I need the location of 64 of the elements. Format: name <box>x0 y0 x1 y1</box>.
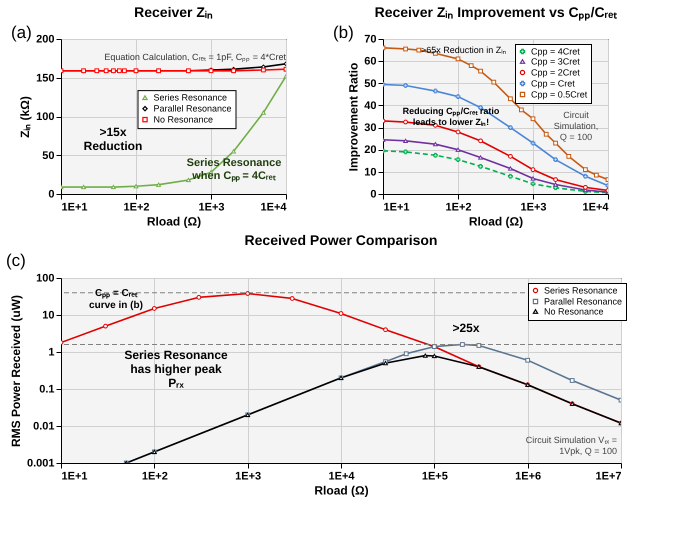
y-tick-label: 0.1 <box>39 384 54 396</box>
legend-label: Parallel Resonance <box>544 296 622 306</box>
x-tick-label: 1E+1 <box>384 202 410 214</box>
y-tick-label: 0 <box>370 188 376 200</box>
y-tick-label: 1 <box>48 346 54 358</box>
y-tick-label: 0 <box>48 188 54 200</box>
y-tick-label: 40 <box>364 100 376 112</box>
x-tick-label: 1E+5 <box>422 470 448 482</box>
y-tick-label: 100 <box>36 111 54 123</box>
annotation: Equation Calculation, Cᵣₑₜ = 1pF, Cₚₚ = 4*Cret <box>104 52 286 63</box>
y-tick-label: 50 <box>42 150 54 162</box>
x-tick-label: 1E+6 <box>515 470 542 482</box>
y-tick-label: 150 <box>36 72 54 84</box>
text: (b) <box>333 23 354 42</box>
legend-label: Cpp = 2Cret <box>531 68 580 78</box>
legend-label: Cpp = 0.5Cret <box>531 90 588 100</box>
y-axis-title: Improvement Ratio <box>346 62 360 172</box>
x-tick-label: 1E+3 <box>520 202 546 214</box>
x-axis-title: Rload (Ω) <box>146 214 202 228</box>
x-axis-title: Rload (Ω) <box>468 214 524 228</box>
x-tick-label: 1E+7 <box>596 470 622 482</box>
legend-label: Series Resonance <box>154 92 228 103</box>
legend-label: Series Resonance <box>544 286 618 296</box>
x-tick-label: 1E+3 <box>235 470 262 482</box>
y-axis-title: RMS Power Received (uW) <box>8 294 23 448</box>
x-tick-label: 1E+4 <box>328 470 356 482</box>
legend-label: No Resonance <box>154 114 214 125</box>
text: (a) <box>11 23 32 42</box>
y-tick-label: 10 <box>42 310 54 322</box>
x-axis-title: Rload (Ω) <box>314 484 369 498</box>
legend-label: Parallel Resonance <box>154 104 232 114</box>
y-tick-label: 60 <box>364 56 376 68</box>
y-tick-label: 30 <box>364 122 376 134</box>
y-tick-label: 0.001 <box>26 458 54 470</box>
chart-title: Receiver Zᵢₙ Improvement vs Cₚₚ/Cᵣₑₜ <box>374 4 618 21</box>
chart-title: Receiver Zᵢₙ <box>134 4 213 20</box>
legend-label: Cpp = Cret <box>531 78 576 88</box>
y-axis-title: Zᵢₙ (kΩ) <box>18 96 32 138</box>
y-tick-label: 50 <box>364 78 376 90</box>
x-tick-label: 1E+4 <box>582 202 610 214</box>
x-tick-label: 1E+1 <box>62 470 88 482</box>
x-tick-label: 1E+3 <box>198 202 224 214</box>
annotation: >25x <box>452 321 480 335</box>
annotation: Circuit Simulation, Q = 100 <box>554 110 598 142</box>
x-tick-label: 1E+4 <box>260 202 288 214</box>
x-tick-label: 1E+1 <box>62 202 88 214</box>
legend-label: Cpp = 3Cret <box>531 56 580 66</box>
y-tick-label: 20 <box>364 144 376 156</box>
x-tick-label: 1E+2 <box>142 470 168 482</box>
annotation: Circuit Simulation Vₜₓ = 1Vpk, Q = 100 <box>526 435 617 456</box>
annotation: >15x Reduction <box>84 125 142 153</box>
y-tick-label: 10 <box>364 166 376 178</box>
y-tick-label: 200 <box>36 34 54 46</box>
x-tick-label: 1E+2 <box>124 202 150 214</box>
annotation: Cₚₚ = Cᵣₑₜ curve in (b) <box>89 288 143 311</box>
text: (c) <box>6 251 26 270</box>
y-tick-label: 100 <box>36 272 54 284</box>
y-tick-label: 0.01 <box>33 420 54 432</box>
legend-label: Cpp = 4Cret <box>531 46 580 56</box>
annotation: Series Resonance has higher peak Pᵣₓ <box>124 348 228 390</box>
y-tick-label: 70 <box>364 34 376 46</box>
legend-label: No Resonance <box>544 306 604 316</box>
x-tick-label: 1E+2 <box>446 202 472 214</box>
chart-title: Received Power Comparison <box>244 232 438 248</box>
